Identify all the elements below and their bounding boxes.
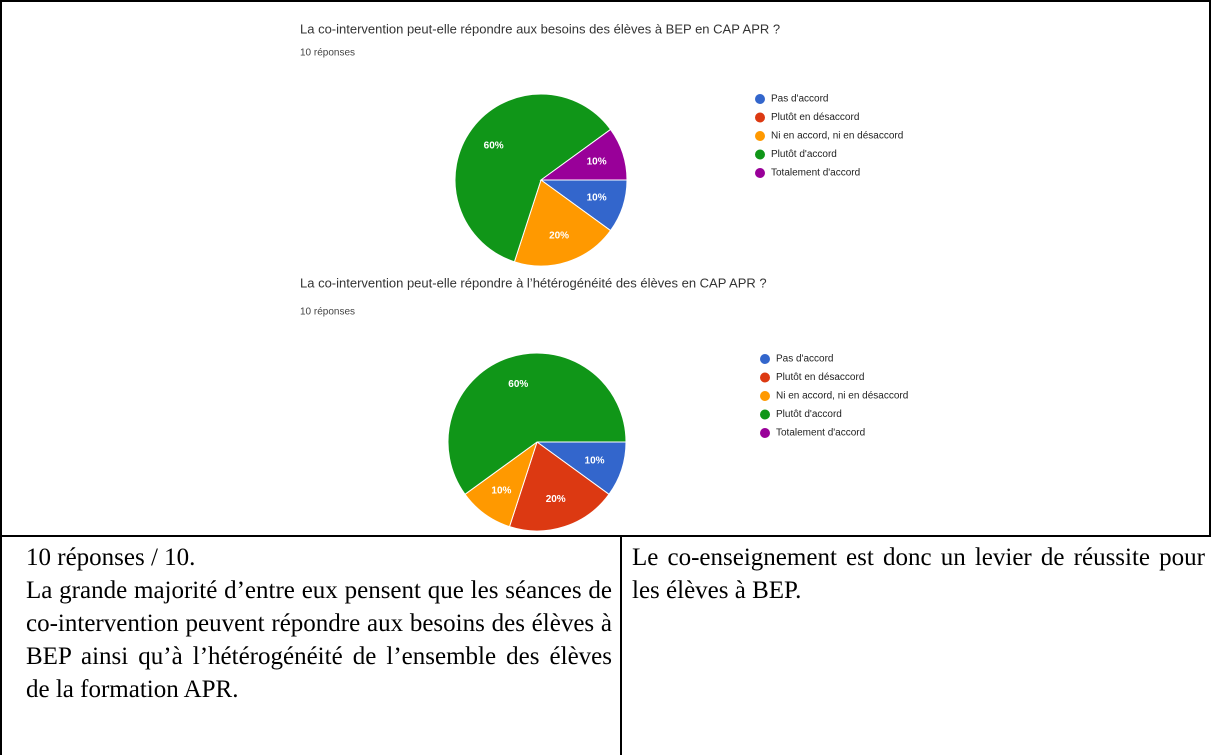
slice-label: 10%	[587, 157, 607, 168]
right-cell: Le co-enseignement est donc un levier de…	[622, 537, 1211, 755]
pie-slice	[539, 128, 628, 181]
legend-label: Ni en accord, ni en désaccord	[776, 391, 908, 402]
chart-subtitle: 10 réponses	[300, 307, 355, 318]
legend-swatch	[755, 168, 765, 178]
legend-label: Totalement d'accord	[771, 168, 860, 179]
chart-title: La co-intervention peut-elle répondre au…	[300, 21, 780, 36]
pie-slice	[508, 441, 610, 532]
slice-label: 20%	[549, 230, 569, 241]
legend-swatch	[755, 112, 765, 123]
legend-swatch	[760, 354, 770, 364]
legend-swatch	[760, 409, 770, 420]
legend-swatch	[760, 391, 770, 401]
legend-label: Plutôt en désaccord	[776, 372, 864, 383]
slice-label: 10%	[491, 486, 511, 497]
legend-label: Pas d'accord	[771, 94, 829, 105]
slice-label: 60%	[484, 140, 504, 151]
legend-label: Plutôt en désaccord	[771, 112, 859, 123]
slice-label: 10%	[587, 193, 607, 204]
legend-swatch	[755, 131, 765, 141]
slice-label: 10%	[585, 455, 605, 466]
legend-swatch	[760, 428, 770, 438]
pie-slice	[447, 352, 627, 496]
chart-subtitle: 10 réponses	[300, 48, 355, 59]
legend-swatch	[755, 149, 765, 160]
paragraph: La grande majorité d’entre eux pensent q…	[26, 577, 612, 703]
chart-title: La co-intervention peut-elle répondre à …	[300, 275, 767, 290]
legend-swatch	[760, 372, 770, 383]
legend-label: Totalement d'accord	[776, 428, 865, 439]
legend-label: Plutôt d'accord	[776, 409, 842, 420]
legend-swatch	[755, 94, 765, 104]
charts: La co-intervention peut-elle répondre au…	[0, 0, 1211, 537]
pie-slice	[454, 93, 612, 263]
slice-label: 20%	[546, 494, 566, 505]
legend-label: Plutôt d'accord	[771, 149, 837, 160]
slice-label: 60%	[508, 379, 528, 390]
paragraph: Le co-enseignement est donc un levier de…	[632, 544, 1205, 604]
legend-label: Ni en accord, ni en désaccord	[771, 131, 903, 142]
pie-slice	[513, 179, 612, 267]
legend-label: Pas d'accord	[776, 354, 834, 365]
paragraph: 10 réponses / 10.	[26, 544, 196, 571]
left-cell: 10 réponses / 10. La grande majorité d’e…	[0, 537, 622, 755]
